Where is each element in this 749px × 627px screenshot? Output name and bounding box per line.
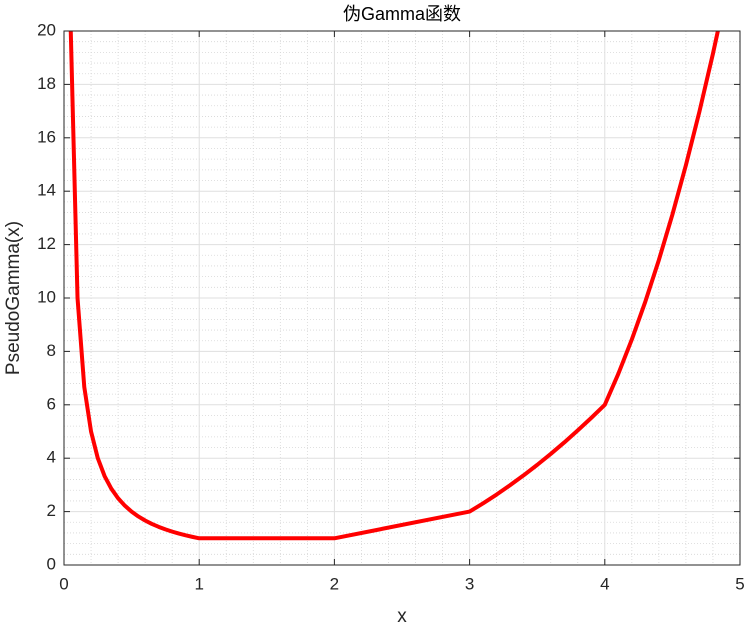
y-tick-label: 2 <box>47 501 56 520</box>
x-tick-label: 2 <box>330 574 339 593</box>
chart-title: 伪Gamma函数 <box>343 4 461 24</box>
axes-box <box>63 30 741 566</box>
x-tick-label: 4 <box>600 574 609 593</box>
y-tick-label: 20 <box>37 20 56 39</box>
x-tick-label: 0 <box>59 574 68 593</box>
y-tick-label: 6 <box>47 394 56 413</box>
x-tick-label: 1 <box>194 574 203 593</box>
y-tick-label: 8 <box>47 341 56 360</box>
y-tick-label: 10 <box>37 287 56 306</box>
y-axis-label: PseudoGamma(x) <box>3 221 24 375</box>
y-tick-label: 16 <box>37 127 56 146</box>
data-line <box>68 31 720 541</box>
x-axis-label: x <box>397 606 407 627</box>
y-tick-label: 12 <box>37 234 56 253</box>
plot-lines <box>68 31 720 541</box>
x-tick-label: 3 <box>465 574 474 593</box>
y-tick-label: 4 <box>47 448 56 467</box>
y-tick-label: 18 <box>37 74 56 93</box>
y-tick-label: 0 <box>47 554 56 573</box>
x-tick-label: 5 <box>735 574 744 593</box>
y-tick-label: 14 <box>37 181 56 200</box>
